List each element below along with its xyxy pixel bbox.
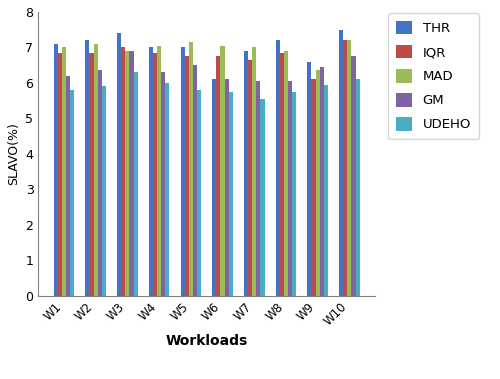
Bar [184,56,189,296]
Bar [216,56,220,296]
Y-axis label: SLAVO(%): SLAVO(%) [7,122,20,185]
Bar [212,79,216,296]
Bar [228,92,233,296]
Bar [58,53,62,296]
Bar [288,81,292,296]
Bar [86,40,89,296]
Bar [157,45,161,296]
Bar [320,67,324,296]
Bar [312,79,316,296]
Bar [248,60,252,296]
Bar [134,72,138,296]
Bar [180,47,184,296]
Bar [98,70,102,296]
Bar [197,90,201,296]
X-axis label: Workloads: Workloads [166,334,248,348]
Bar [153,53,157,296]
Bar [260,99,264,296]
Bar [324,85,328,296]
Bar [94,44,98,296]
Bar [121,47,126,296]
Bar [284,51,288,296]
Bar [126,51,130,296]
Bar [102,86,106,296]
Bar [244,51,248,296]
Bar [149,47,153,296]
Bar [348,40,352,296]
Bar [70,90,74,296]
Legend: THR, IQR, MAD, GM, UDEHO: THR, IQR, MAD, GM, UDEHO [388,13,479,139]
Bar [62,47,66,296]
Bar [54,44,58,296]
Bar [130,51,134,296]
Bar [308,62,312,296]
Bar [292,92,296,296]
Bar [343,40,347,296]
Bar [252,47,256,296]
Bar [161,72,166,296]
Bar [352,56,356,296]
Bar [90,53,94,296]
Bar [117,33,121,296]
Bar [220,45,224,296]
Bar [256,81,260,296]
Bar [276,40,280,296]
Bar [189,42,193,296]
Bar [280,53,284,296]
Bar [193,65,197,296]
Bar [356,79,360,296]
Bar [166,83,170,296]
Bar [339,30,343,296]
Bar [316,70,320,296]
Bar [224,79,228,296]
Bar [66,76,70,296]
